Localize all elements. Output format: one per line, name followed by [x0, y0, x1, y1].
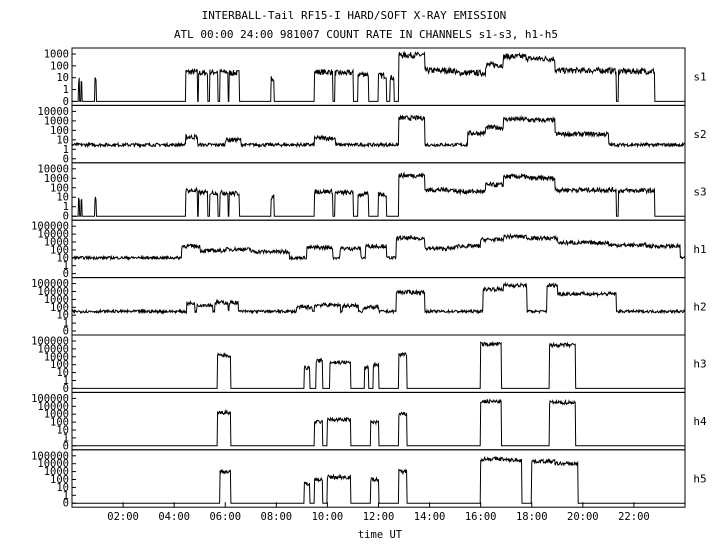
y-tick-label: 1 [63, 318, 69, 330]
y-tick-label: 0 [63, 268, 69, 280]
y-tick-label: 100 [50, 60, 69, 72]
y-tick-label: 100000 [31, 393, 69, 405]
x-tick-label: 12:00 [363, 511, 395, 523]
y-tick-label: 1000 [44, 173, 69, 185]
y-tick-label: 1 [63, 375, 69, 387]
y-tick-label: 10 [56, 482, 69, 494]
y-tick-label: 100 [50, 474, 69, 486]
x-tick-label: 08:00 [261, 511, 293, 523]
y-tick-label: 10 [56, 367, 69, 379]
y-tick-label: 0 [63, 498, 69, 510]
trace-h3 [72, 340, 685, 389]
y-tick-label: 100 [50, 302, 69, 314]
y-tick-label: 100 [50, 244, 69, 256]
y-tick-label: 10 [56, 72, 69, 84]
channel-label-s3: s3 [693, 186, 706, 199]
y-tick-label: 1000 [44, 237, 69, 249]
y-tick-label: 10 [56, 310, 69, 322]
x-tick-label: 14:00 [414, 511, 446, 523]
y-tick-label: 1000 [44, 409, 69, 421]
panel-stack: 10001001010s11000010001001010s2100001000… [31, 47, 707, 510]
y-tick-label: 1000 [44, 294, 69, 306]
y-tick-label: 100000 [31, 278, 69, 290]
y-tick-label: 0 [63, 211, 69, 223]
x-tick-label: 02:00 [107, 511, 139, 523]
y-tick-label: 0 [63, 96, 69, 108]
y-tick-label: 1 [63, 144, 69, 156]
y-tick-label: 10000 [37, 286, 69, 298]
trace-s3 [72, 171, 685, 217]
y-tick-label: 100 [50, 359, 69, 371]
y-tick-label: 1 [63, 432, 69, 444]
y-tick-label: 10000 [37, 401, 69, 413]
trace-h4 [72, 398, 685, 447]
y-tick-label: 0 [63, 383, 69, 395]
y-tick-label: 0 [63, 153, 69, 165]
trace-s2 [71, 114, 686, 149]
y-tick-label: 10000 [37, 163, 69, 175]
x-tick-label: 18:00 [516, 511, 548, 523]
trace-h5 [72, 455, 685, 504]
x-tick-label: 04:00 [158, 511, 190, 523]
y-tick-label: 100000 [31, 221, 69, 233]
x-tick-label: 20:00 [567, 511, 599, 523]
y-tick-label: 100000 [31, 336, 69, 348]
y-tick-label: 10 [56, 192, 69, 204]
y-tick-label: 10 [56, 252, 69, 264]
time-axis: 02:00 04:00 06:00 08:00 10:00 12:00 14:00 16:00… [107, 502, 650, 523]
y-tick-label: 1 [63, 84, 69, 96]
x-tick-label: 10:00 [312, 511, 344, 523]
y-tick-label: 100000 [31, 450, 69, 462]
y-tick-label: 0 [63, 326, 69, 338]
channel-label-h5: h5 [693, 473, 706, 486]
y-tick-label: 100 [50, 125, 69, 137]
y-tick-label: 10000 [37, 106, 69, 118]
y-tick-label: 10 [56, 425, 69, 437]
y-tick-label: 100 [50, 182, 69, 194]
x-tick-label: 06:00 [209, 511, 241, 523]
channel-label-h4: h4 [693, 415, 707, 428]
trace-s1 [72, 50, 685, 102]
channel-label-h2: h2 [693, 300, 706, 313]
y-tick-label: 1000 [44, 351, 69, 363]
x-tick-label: 22:00 [618, 511, 650, 523]
y-tick-label: 1000 [44, 115, 69, 127]
y-tick-label: 1 [63, 490, 69, 502]
y-tick-label: 1 [63, 260, 69, 272]
channel-label-s1: s1 [693, 71, 706, 84]
y-tick-label: 0 [63, 440, 69, 452]
chart-subtitle: ATL 00:00 24:00 981007 COUNT RATE IN CHA… [174, 28, 558, 41]
channel-label-s2: s2 [693, 128, 706, 141]
y-tick-label: 1 [63, 201, 69, 213]
trace-h2 [71, 281, 686, 315]
y-tick-label: 1000 [44, 49, 69, 61]
y-tick-label: 100 [50, 417, 69, 429]
y-tick-label: 1000 [44, 466, 69, 478]
channel-label-h3: h3 [693, 358, 706, 371]
y-tick-label: 10000 [37, 343, 69, 355]
x-axis-label: time UT [358, 529, 403, 541]
x-tick-label: 16:00 [465, 511, 497, 523]
channel-label-h1: h1 [693, 243, 706, 256]
trace-h1 [71, 232, 686, 262]
chart-title: INTERBALL-Tail RF15-I HARD/SOFT X-RAY EM… [202, 9, 507, 22]
y-tick-label: 10000 [37, 458, 69, 470]
y-tick-label: 10 [56, 134, 69, 146]
y-tick-label: 10000 [37, 229, 69, 241]
